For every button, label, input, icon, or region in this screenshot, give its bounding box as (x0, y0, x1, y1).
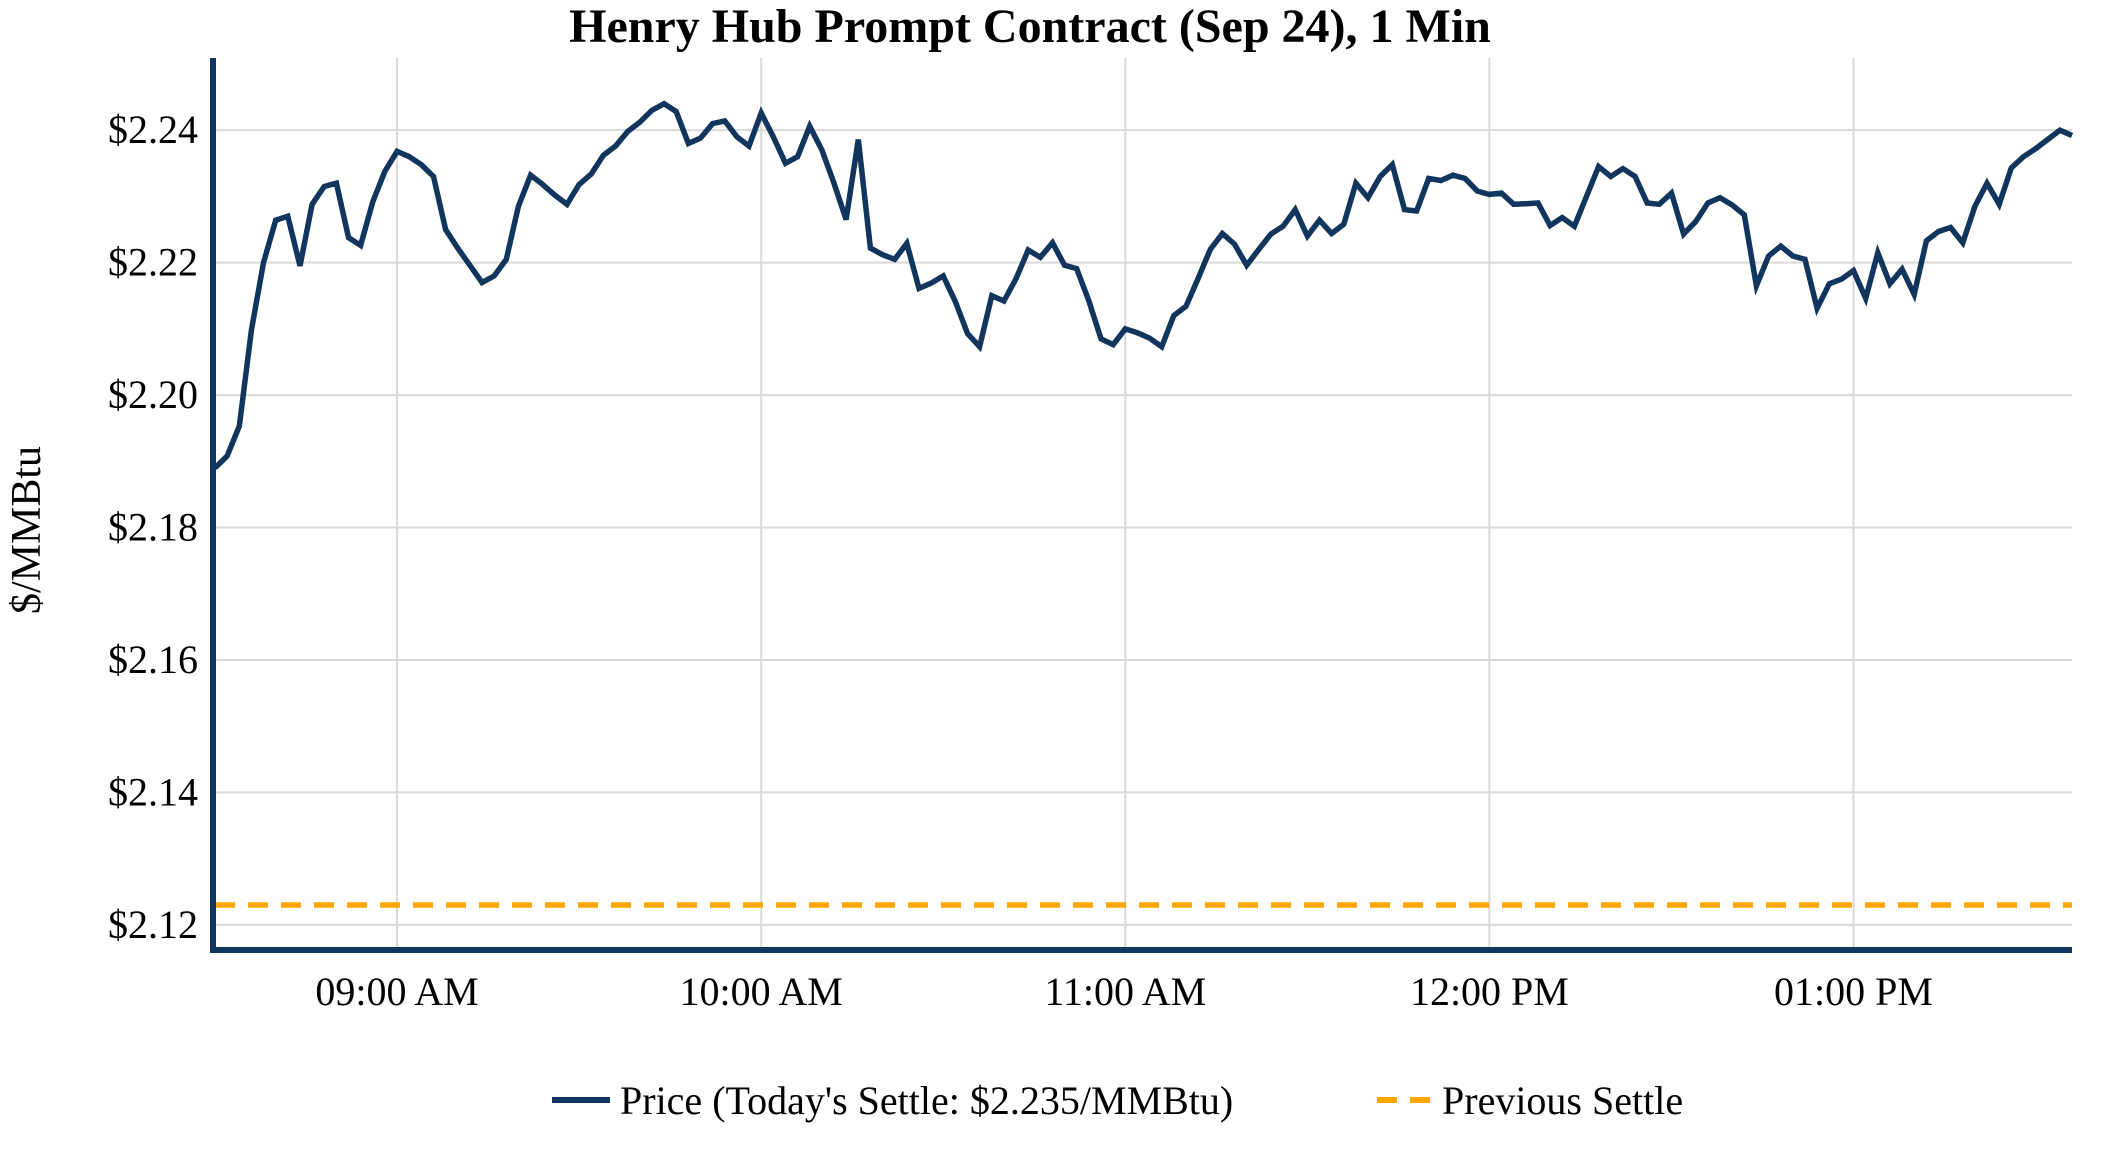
x-tick-label: 12:00 PM (1410, 969, 1569, 1014)
y-tick-label: $2.24 (108, 107, 198, 152)
price-legend-label: Price (Today's Settle: $2.235/MMBtu) (620, 1078, 1233, 1123)
gridlines (215, 58, 2072, 950)
x-tick-label: 11:00 AM (1044, 969, 1206, 1014)
x-tick-label: 09:00 AM (315, 969, 478, 1014)
y-axis-tick-labels: $2.24 $2.22 $2.20 $2.18 $2.16 $2.14 $2.12 (108, 107, 198, 947)
y-tick-label: $2.22 (108, 240, 198, 285)
y-axis-label: $/MMBtu (4, 446, 50, 614)
chart-title: Henry Hub Prompt Contract (Sep 24), 1 Mi… (569, 0, 1491, 53)
y-tick-label: $2.16 (108, 637, 198, 682)
legend: Price (Today's Settle: $2.235/MMBtu) Pre… (552, 1078, 1683, 1123)
price-line (213, 100, 2074, 470)
x-axis-tick-labels: 09:00 AM 10:00 AM 11:00 AM 12:00 PM 01:00 PM (315, 969, 1933, 1014)
price-line-layer (213, 100, 2074, 470)
x-tick-label: 10:00 AM (679, 969, 842, 1014)
y-tick-label: $2.20 (108, 372, 198, 417)
y-tick-label: $2.18 (108, 505, 198, 550)
axis-spines (210, 58, 2072, 953)
x-tick-label: 01:00 PM (1774, 969, 1933, 1014)
y-tick-label: $2.14 (108, 769, 198, 814)
previous-settle-legend-label: Previous Settle (1442, 1078, 1683, 1123)
y-tick-label: $2.12 (108, 902, 198, 947)
